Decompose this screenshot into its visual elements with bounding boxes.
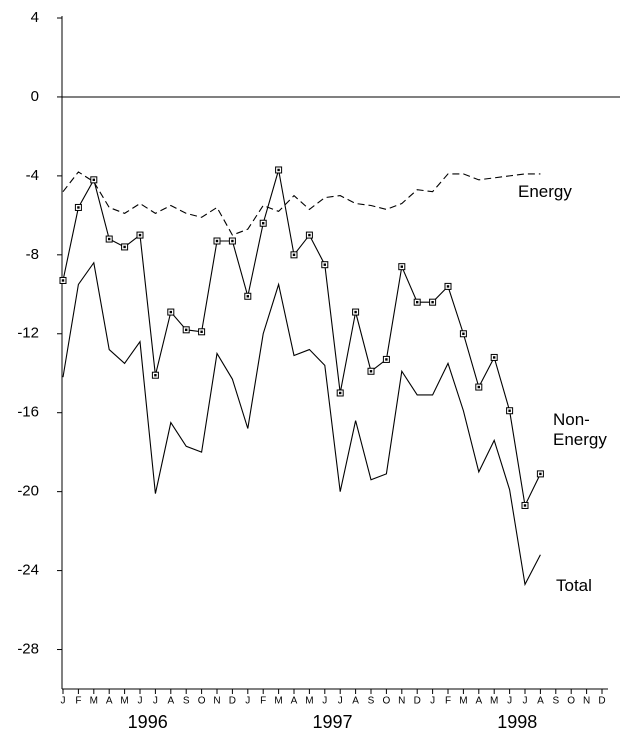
x-tick-label: J: [245, 696, 250, 707]
series-label: Non-Energy: [553, 410, 607, 449]
y-tick-label: -12: [17, 325, 39, 342]
x-tick-label: A: [352, 696, 359, 707]
marker-dot: [308, 233, 311, 237]
marker-dot: [154, 374, 157, 377]
marker-dot: [416, 300, 419, 304]
x-tick-label: J: [153, 696, 158, 707]
series-line: [62, 171, 541, 236]
x-tick-label: M: [274, 696, 282, 707]
x-tick-label: S: [368, 696, 375, 707]
x-tick-label: O: [198, 696, 206, 707]
marker-dot: [292, 253, 296, 257]
marker-dot: [231, 239, 234, 243]
x-tick-label: D: [414, 696, 421, 707]
x-tick-label: D: [598, 696, 605, 707]
marker-dot: [523, 504, 527, 507]
marker-dot: [169, 310, 172, 314]
marker-dot: [354, 310, 357, 314]
y-tick-label: -4: [26, 167, 39, 184]
series-label: Total: [556, 576, 592, 595]
x-tick-label: O: [383, 696, 391, 707]
x-tick-label: A: [167, 696, 174, 707]
x-tick-label: S: [183, 696, 190, 707]
x-tick-label: J: [322, 696, 327, 707]
series-line: [62, 169, 541, 508]
y-tick-label: -16: [17, 404, 39, 421]
marker-dot: [477, 385, 480, 389]
marker-dot: [246, 295, 249, 298]
marker-dot: [138, 233, 142, 237]
marker-dot: [123, 245, 126, 249]
marker-dot: [400, 265, 403, 268]
x-tick-label: N: [583, 696, 590, 707]
marker-dot: [385, 358, 388, 361]
x-tick-label: M: [490, 696, 498, 707]
x-tick-label: F: [445, 696, 451, 707]
x-tick-label: N: [213, 696, 220, 707]
x-tick-label: A: [291, 696, 298, 707]
year-label: 1997: [312, 712, 352, 732]
year-label: 1998: [497, 712, 537, 732]
y-tick-label: -24: [17, 562, 39, 579]
x-tick-label: M: [90, 696, 98, 707]
marker-dot: [446, 285, 450, 288]
marker-dot: [61, 279, 65, 282]
x-tick-label: F: [260, 696, 266, 707]
y-tick-label: -20: [17, 483, 39, 500]
marker-dot: [185, 328, 188, 332]
x-tick-label: J: [430, 696, 435, 707]
y-tick-label: 4: [31, 9, 39, 26]
marker-dot: [323, 263, 326, 266]
marker-dot: [200, 330, 203, 333]
x-tick-label: J: [507, 696, 512, 707]
x-tick-label: J: [338, 696, 343, 707]
x-tick-label: J: [61, 696, 66, 707]
marker-dot: [262, 222, 265, 225]
marker-dot: [277, 168, 280, 172]
series-line: [62, 261, 541, 587]
y-tick-label: -28: [17, 640, 39, 657]
x-tick-label: F: [75, 696, 81, 707]
marker-dot: [539, 472, 542, 476]
marker-dot: [462, 332, 465, 335]
marker-dot: [493, 356, 496, 359]
x-tick-label: D: [229, 696, 236, 707]
marker-dot: [92, 178, 95, 182]
marker-dot: [431, 300, 434, 304]
x-tick-label: A: [106, 696, 113, 707]
marker-dot: [339, 391, 342, 395]
marker-dot: [508, 409, 511, 412]
x-tick-label: J: [138, 696, 143, 707]
marker-dot: [108, 237, 111, 241]
marker-dot: [77, 206, 80, 209]
x-tick-label: O: [567, 696, 575, 707]
year-label: 1996: [128, 712, 168, 732]
marker-dot: [215, 239, 219, 243]
x-tick-label: M: [459, 696, 467, 707]
x-tick-label: S: [552, 696, 559, 707]
y-tick-label: -8: [26, 246, 39, 263]
x-tick-label: N: [398, 696, 405, 707]
marker-dot: [369, 370, 373, 373]
x-tick-label: A: [537, 696, 544, 707]
y-tick-label: 0: [31, 88, 39, 105]
x-tick-label: A: [475, 696, 482, 707]
x-tick-label: J: [523, 696, 528, 707]
x-tick-label: M: [120, 696, 128, 707]
series-label: Energy: [518, 182, 572, 201]
x-tick-label: M: [305, 696, 313, 707]
